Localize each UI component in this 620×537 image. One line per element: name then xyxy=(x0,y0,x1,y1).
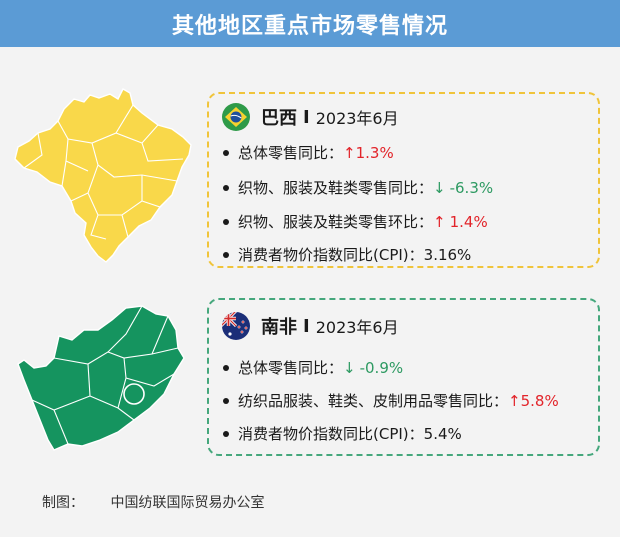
down-arrow-icon: ↓ xyxy=(343,358,356,377)
brazil-row-apparel-mom: 织物、服装及鞋类零售环比： ↑ 1.4% xyxy=(223,211,488,232)
bullet-dot xyxy=(223,251,229,258)
down-arrow-icon: ↓ xyxy=(433,178,446,197)
south-africa-card: 南非 I 2023年6月 总体零售同比： ↓ -0.9% 纺织品服装、鞋类、皮制… xyxy=(207,298,600,456)
south-africa-row-retail-yoy: 总体零售同比： ↓ -0.9% xyxy=(223,357,403,378)
row-value: -0.9% xyxy=(359,358,404,377)
bullet-dot xyxy=(223,184,229,191)
row-value: 5.4% xyxy=(423,424,462,443)
brazil-separator: I xyxy=(303,106,310,128)
brazil-row-cpi: 消费者物价指数同比(CPI)： 3.16% xyxy=(223,244,471,265)
footer-label: 制图： xyxy=(42,495,84,511)
brazil-row-apparel-yoy: 织物、服装及鞋类零售同比： ↓ -6.3% xyxy=(223,177,493,198)
row-label: 总体零售同比： xyxy=(238,359,344,377)
row-value: -6.3% xyxy=(449,178,494,197)
row-label: 织物、服装及鞋类零售同比： xyxy=(238,179,434,197)
south-africa-row-cpi: 消费者物价指数同比(CPI)： 5.4% xyxy=(223,423,462,444)
row-label: 消费者物价指数同比(CPI)： xyxy=(238,246,424,264)
bullet-dot xyxy=(223,397,229,404)
south-africa-map xyxy=(17,305,185,451)
row-label: 织物、服装及鞋类零售环比： xyxy=(238,213,434,231)
footer-credit: 制图： 中国纺联国际贸易办公室 xyxy=(42,492,264,512)
south-africa-row-textile-yoy: 纺织品服装、鞋类、皮制用品零售同比： ↑ 5.8% xyxy=(223,390,559,411)
bullet-dot xyxy=(223,149,229,156)
row-value: 1.3% xyxy=(355,143,394,162)
brazil-header: 巴西 I 2023年6月 xyxy=(221,102,399,132)
brazil-flag-icon xyxy=(222,103,250,131)
bullet-dot xyxy=(223,218,229,225)
brazil-card: 巴西 I 2023年6月 总体零售同比： ↑ 1.3% 织物、服装及鞋类零售同比… xyxy=(207,92,600,268)
south-africa-country-name: 南非 xyxy=(261,317,297,338)
row-value: 5.8% xyxy=(520,391,559,410)
row-label: 纺织品服装、鞋类、皮制用品零售同比： xyxy=(238,392,509,410)
bullet-dot xyxy=(223,430,229,437)
page-title: 其他地区重点市场零售情况 xyxy=(171,13,448,39)
brazil-map xyxy=(14,88,192,263)
up-arrow-icon: ↑ xyxy=(433,212,446,231)
south-africa-header: 南非 I 2023年6月 xyxy=(221,311,399,341)
south-africa-flag-icon xyxy=(222,312,250,340)
row-label: 总体零售同比： xyxy=(238,144,344,162)
brazil-country-name: 巴西 xyxy=(261,108,297,129)
row-value: 3.16% xyxy=(423,245,472,264)
up-arrow-icon: ↑ xyxy=(343,143,356,162)
up-arrow-icon: ↑ xyxy=(508,391,521,410)
brazil-period: 2023年6月 xyxy=(315,109,399,128)
row-value: 1.4% xyxy=(449,212,488,231)
south-africa-separator: I xyxy=(303,315,310,337)
south-africa-period: 2023年6月 xyxy=(315,318,399,337)
brazil-row-retail-yoy: 总体零售同比： ↑ 1.3% xyxy=(223,142,394,163)
row-label: 消费者物价指数同比(CPI)： xyxy=(238,425,424,443)
title-bar: 其他地区重点市场零售情况 xyxy=(0,0,620,47)
bullet-dot xyxy=(223,364,229,371)
footer-source: 中国纺联国际贸易办公室 xyxy=(110,495,265,511)
